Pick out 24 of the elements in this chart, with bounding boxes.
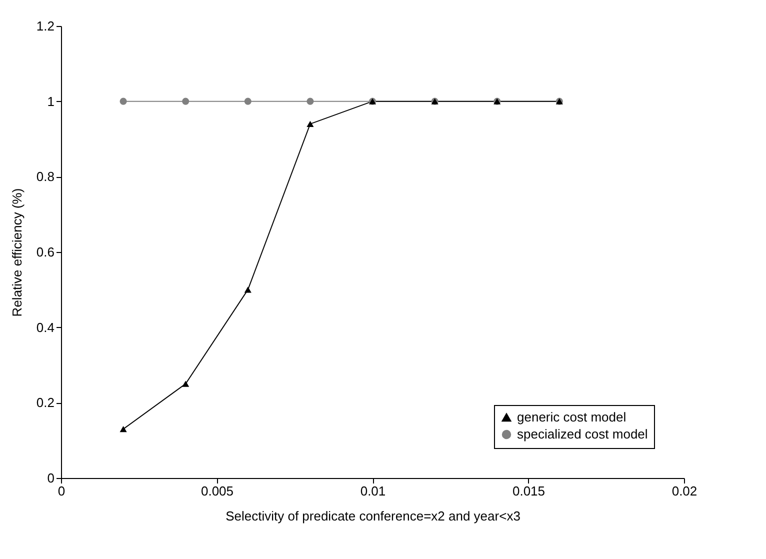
point xyxy=(244,286,252,293)
x-tick-label: 0.015 xyxy=(512,484,546,498)
y-axis-title: Relative efficiency (%) xyxy=(9,188,24,317)
y-tick-label: 1 xyxy=(47,94,54,109)
point xyxy=(182,98,190,105)
x-tick-label: 0.005 xyxy=(200,484,234,498)
y-tick-label: 0.6 xyxy=(36,244,54,260)
legend-label: specialized cost model xyxy=(517,426,648,442)
legend-label: generic cost model xyxy=(517,410,626,424)
y-tick-label: 0.2 xyxy=(36,395,54,410)
y-tick-label: 1.2 xyxy=(36,18,54,34)
point xyxy=(120,426,127,432)
point xyxy=(306,98,314,105)
y-tick-label: 0.8 xyxy=(36,169,54,184)
point xyxy=(244,98,252,105)
point xyxy=(306,120,314,127)
x-tick-label: 0.02 xyxy=(672,484,698,498)
x-axis-title: Selectivity of predicate conference=x2 and year<x3 xyxy=(226,508,520,524)
x-tick-label: 0.01 xyxy=(360,484,386,498)
y-tick-label: 0 xyxy=(47,470,54,486)
point xyxy=(182,380,190,387)
x-tick-label: 0 xyxy=(58,484,66,498)
point xyxy=(120,98,127,105)
y-tick-label: 0.4 xyxy=(36,320,54,335)
